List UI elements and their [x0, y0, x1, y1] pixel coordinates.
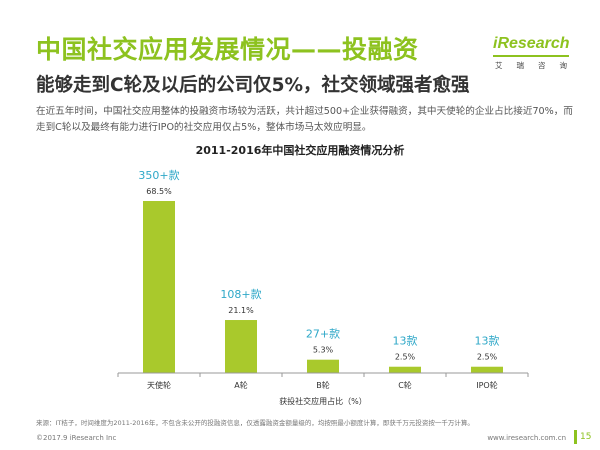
page-title: 中国社交应用发展情况——投融资	[36, 35, 419, 64]
count-label: 27+款	[306, 327, 340, 341]
logo-underline	[493, 55, 569, 57]
count-label: 13款	[475, 334, 500, 348]
logo-char: 咨	[538, 61, 548, 70]
value-label: 2.5%	[395, 353, 416, 362]
logo-char: 询	[559, 61, 569, 70]
value-label: 2.5%	[477, 353, 498, 362]
x-tick-label: 天使轮	[147, 380, 171, 390]
x-tick-label: B轮	[316, 380, 330, 390]
count-label: 350+款	[138, 168, 179, 182]
x-tick-label: C轮	[398, 380, 412, 390]
bar	[307, 359, 339, 373]
logo-chinese: 艾 瑞 咨 询	[495, 60, 569, 71]
logo-text: iResearch	[493, 35, 570, 52]
x-tick-label: A轮	[234, 380, 247, 390]
intro-paragraph: 在近五年时间，中国社交应用整体的投融资市场较为活跃，共计超过500+企业获得融资…	[36, 106, 573, 133]
value-label: 5.3%	[313, 346, 334, 355]
bar	[225, 320, 257, 373]
x-tick-label: IPO轮	[476, 380, 497, 390]
copyright: ©2017.9 iResearch Inc	[36, 434, 117, 442]
value-label: 68.5%	[146, 187, 172, 196]
logo-char: 艾	[495, 61, 505, 70]
chart-title: 2011-2016年中国社交应用融资情况分析	[195, 144, 405, 157]
count-label: 13款	[393, 334, 418, 348]
page-marker	[574, 430, 577, 444]
bar	[471, 366, 503, 373]
source-footnote: 来源：IT桔子，时间维度为2011-2016年，不包含未公开的投融资信息，仅透露…	[36, 419, 474, 427]
value-label: 21.1%	[228, 306, 254, 315]
page-number: 15	[580, 432, 592, 442]
bar	[389, 366, 421, 373]
logo-char: 瑞	[516, 61, 526, 70]
bar	[143, 201, 175, 373]
x-axis-label: 获投社交应用占比（%）	[279, 396, 367, 406]
website-url: www.iresearch.com.cn	[487, 434, 566, 442]
iresearch-logo: iResearch 艾 瑞 咨 询	[493, 35, 573, 70]
count-label: 108+款	[220, 287, 261, 301]
page-subtitle: 能够走到C轮及以后的公司仅5%，社交领域强者愈强	[36, 75, 470, 96]
